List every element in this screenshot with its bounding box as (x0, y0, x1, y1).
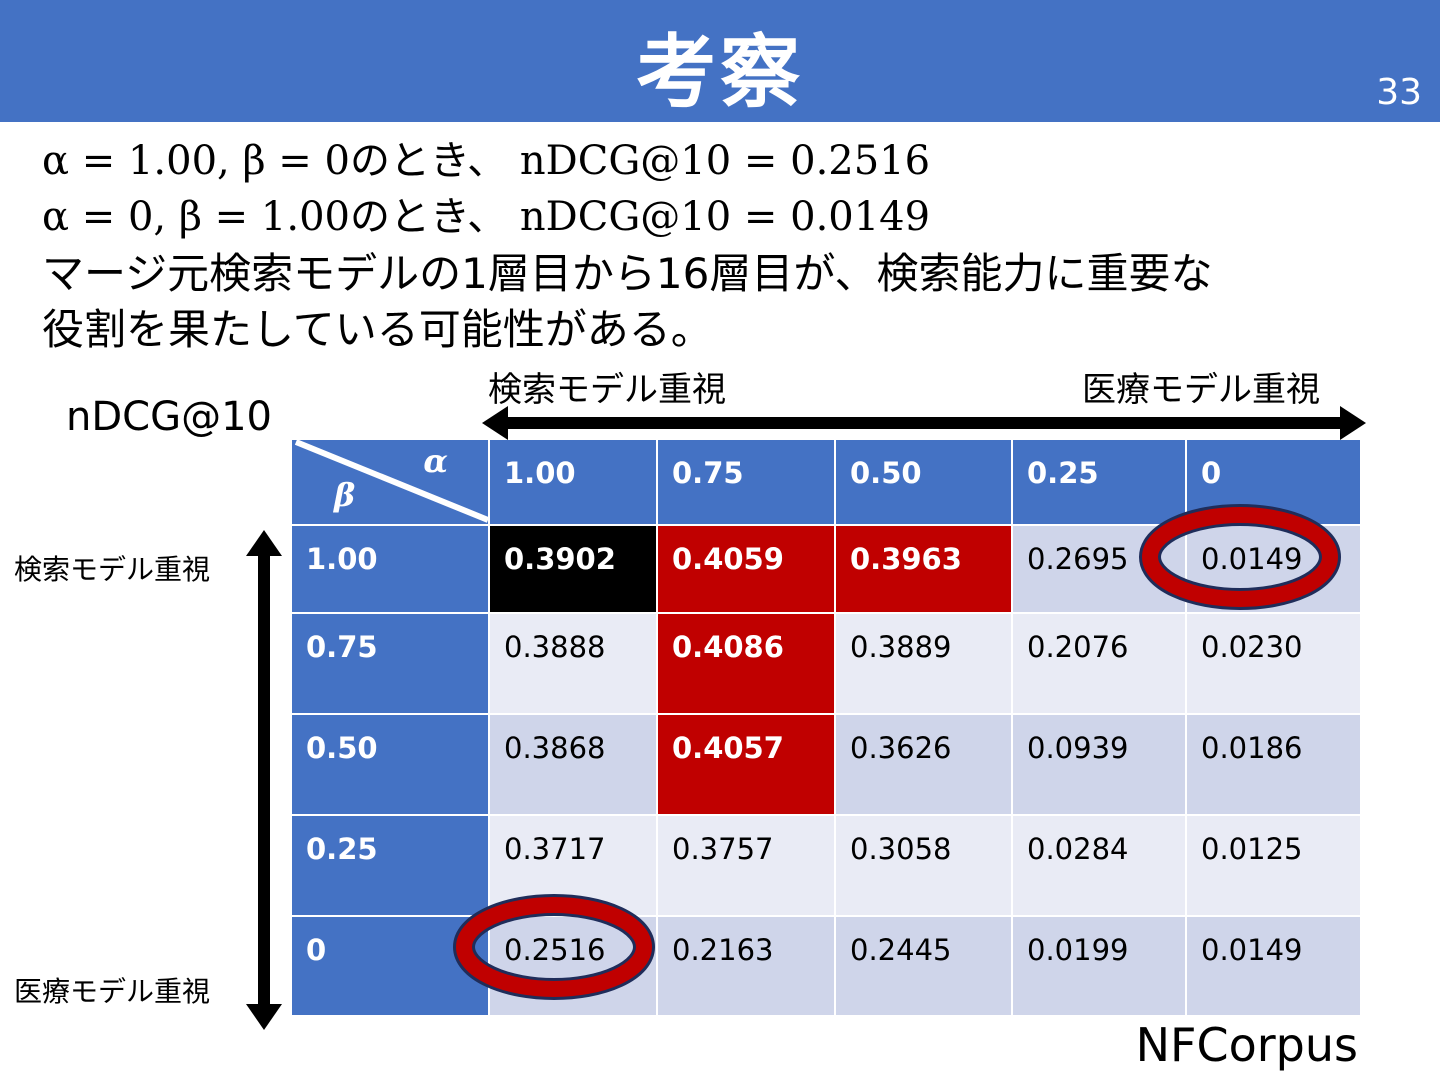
conclusion-line-2: 役割を果たしている可能性がある。 (42, 305, 713, 354)
table-cell: 0.0284 (1011, 814, 1187, 917)
title-bar: 考察 33 (0, 0, 1440, 122)
top-left-axis-label: 検索モデル重視 (488, 370, 726, 410)
table-row: 0 0.2516 0.2163 0.2445 0.0199 0.0149 (290, 915, 1362, 1017)
side-bottom-axis-label: 医療モデル重視 (14, 975, 211, 1008)
alpha-header-cell: 0.50 (834, 438, 1013, 526)
table-cell: 0.3717 (488, 814, 658, 917)
alpha-header-row: α β 1.00 0.75 0.50 0.25 0 (290, 438, 1362, 526)
formula-line-2: α = 0, β = 1.00のとき、 nDCG@10 = 0.0149 (42, 194, 931, 240)
alpha-header-cell: 0 (1185, 438, 1362, 526)
table-cell: 0.0939 (1011, 713, 1187, 816)
page-number: 33 (1376, 72, 1422, 113)
alpha-header-cell: 1.00 (488, 438, 658, 526)
beta-header-cell: 0 (290, 915, 490, 1017)
conclusion-line-1: マージ元検索モデルの1層目から16層目が、検索能力に重要な (42, 249, 1213, 298)
beta-header-cell: 1.00 (290, 524, 490, 614)
metric-label: nDCG@10 (66, 394, 272, 440)
table-cell: 0.2163 (656, 915, 836, 1017)
alpha-header-cell: 0.75 (656, 438, 836, 526)
top-right-axis-label: 医療モデル重視 (1082, 370, 1320, 410)
horizontal-double-arrow (482, 406, 1366, 440)
side-top-axis-label: 検索モデル重視 (14, 553, 211, 586)
diagonal-divider (294, 440, 490, 523)
table-cell: 0.3888 (488, 612, 658, 715)
corner-alpha-symbol: α (423, 442, 448, 480)
corner-beta-symbol: β (334, 476, 356, 514)
slide-title: 考察 (636, 26, 804, 119)
table-cell: 0.3889 (834, 612, 1013, 715)
table-cell: 0.4086 (656, 612, 836, 715)
table-cell: 0.2445 (834, 915, 1013, 1017)
table-cell: 0.3757 (656, 814, 836, 917)
table-cell: 0.3902 (488, 524, 658, 614)
dataset-label: NFCorpus (1135, 1018, 1358, 1072)
table-cell: 0.2076 (1011, 612, 1187, 715)
table-cell: 0.4059 (656, 524, 836, 614)
table-cell: 0.0230 (1185, 612, 1362, 715)
table-cell: 0.2695 (1011, 524, 1187, 614)
table-cell: 0.2516 (488, 915, 658, 1017)
beta-header-cell: 0.50 (290, 713, 490, 816)
table-cell: 0.3058 (834, 814, 1013, 917)
beta-header-cell: 0.25 (290, 814, 490, 917)
table-row: 1.00 0.3902 0.4059 0.3963 0.2695 0.0149 (290, 524, 1362, 614)
corner-cell: α β (290, 438, 490, 526)
ndcg-results-table: α β 1.00 0.75 0.50 0.25 0 1.00 0.3902 0.… (290, 438, 1362, 1017)
table-cell: 0.0199 (1011, 915, 1187, 1017)
table-cell: 0.4057 (656, 713, 836, 816)
alpha-header-cell: 0.25 (1011, 438, 1187, 526)
formula-line-1: α = 1.00, β = 0のとき、 nDCG@10 = 0.2516 (42, 138, 931, 184)
table-cell: 0.3626 (834, 713, 1013, 816)
table-cell: 0.3963 (834, 524, 1013, 614)
beta-header-cell: 0.75 (290, 612, 490, 715)
table-cell: 0.0149 (1185, 524, 1362, 614)
table-cell: 0.3868 (488, 713, 658, 816)
table-row: 0.50 0.3868 0.4057 0.3626 0.0939 0.0186 (290, 713, 1362, 816)
table-cell: 0.0149 (1185, 915, 1362, 1017)
table-row: 0.75 0.3888 0.4086 0.3889 0.2076 0.0230 (290, 612, 1362, 715)
vertical-double-arrow (246, 530, 282, 1030)
table-cell: 0.0125 (1185, 814, 1362, 917)
table-row: 0.25 0.3717 0.3757 0.3058 0.0284 0.0125 (290, 814, 1362, 917)
table-cell: 0.0186 (1185, 713, 1362, 816)
